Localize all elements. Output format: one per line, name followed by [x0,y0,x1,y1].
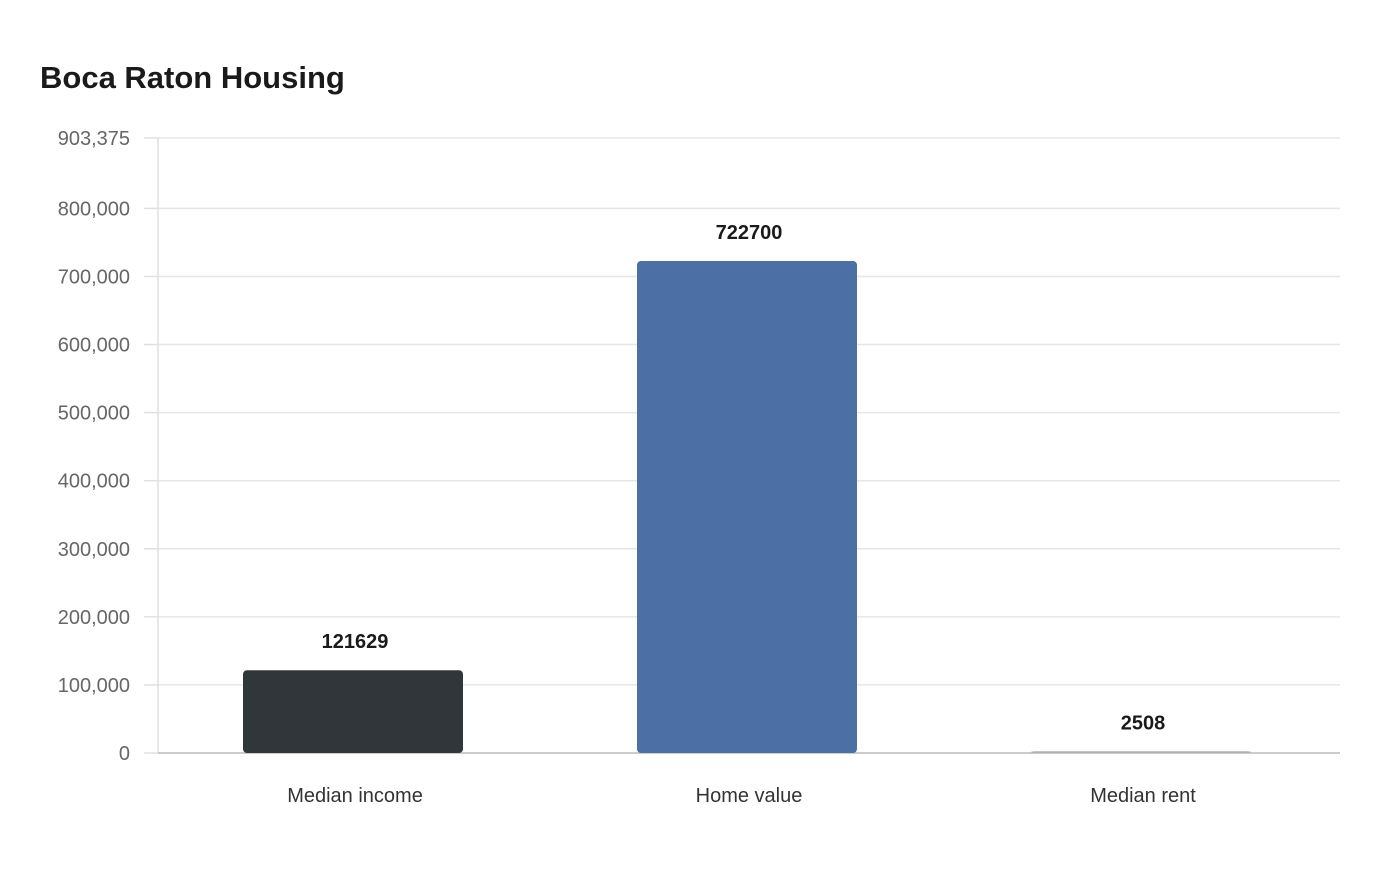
y-tick-label: 700,000 [58,266,130,288]
x-category-label: Median income [287,785,423,807]
bar-value-label: 722700 [716,222,783,244]
y-tick-label: 0 [119,743,130,765]
y-tick-label: 200,000 [58,607,130,629]
bar [243,670,463,753]
bar-value-label: 2508 [1121,712,1166,734]
bar [637,261,857,753]
x-category-label: Home value [696,785,803,807]
y-tick-label: 500,000 [58,403,130,425]
chart-title: Boca Raton Housing [40,60,345,95]
bars [243,261,1251,753]
y-tick-label: 100,000 [58,675,130,697]
y-tick-label: 400,000 [58,471,130,493]
labels: 0 100,000 200,000 300,000 400,000 500,000 600,… [58,128,1197,807]
x-category-label: Median rent [1090,785,1196,807]
y-tick-label: 600,000 [58,335,130,357]
y-tick-label: 300,000 [58,539,130,561]
bar [1031,751,1251,753]
y-tick-label: 903,375 [58,128,130,150]
y-tick-label: 800,000 [58,198,130,220]
bar-value-label: 121629 [322,631,389,653]
